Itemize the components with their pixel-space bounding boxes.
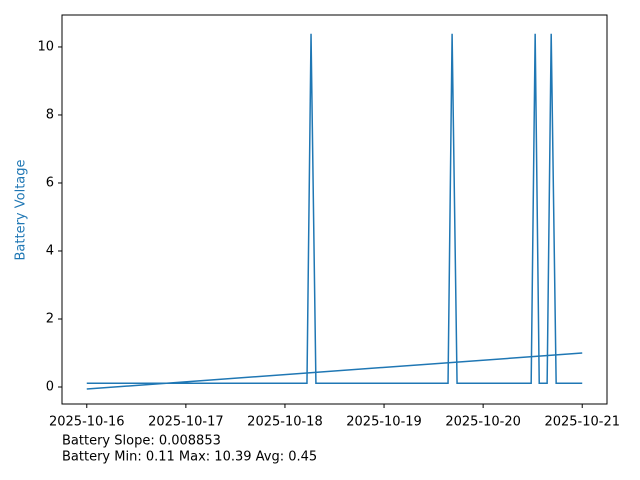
- y-tick-label: 0: [46, 379, 54, 394]
- annotation: Battery Min: 0.11 Max: 10.39 Avg: 0.45: [62, 450, 317, 465]
- x-tick-label: 2025-10-20: [445, 415, 521, 430]
- x-tick-label: 2025-10-21: [544, 415, 620, 430]
- y-tick-label: 10: [37, 39, 54, 54]
- annotation: Battery Slope: 0.008853: [62, 434, 221, 449]
- y-tick-label: 8: [46, 107, 54, 122]
- y-tick-label: 4: [46, 243, 54, 258]
- x-tick-label: 2025-10-16: [49, 415, 125, 430]
- x-tick-label: 2025-10-18: [247, 415, 323, 430]
- y-tick-label: 2: [46, 311, 54, 326]
- series-line: [86, 33, 583, 385]
- y-tick-label: 6: [46, 175, 54, 190]
- series-line: [86, 352, 583, 390]
- x-tick-label: 2025-10-17: [148, 415, 224, 430]
- x-tick-label: 2025-10-19: [346, 415, 422, 430]
- y-axis-label: Battery Voltage: [14, 159, 29, 260]
- plot-frame: [61, 14, 608, 405]
